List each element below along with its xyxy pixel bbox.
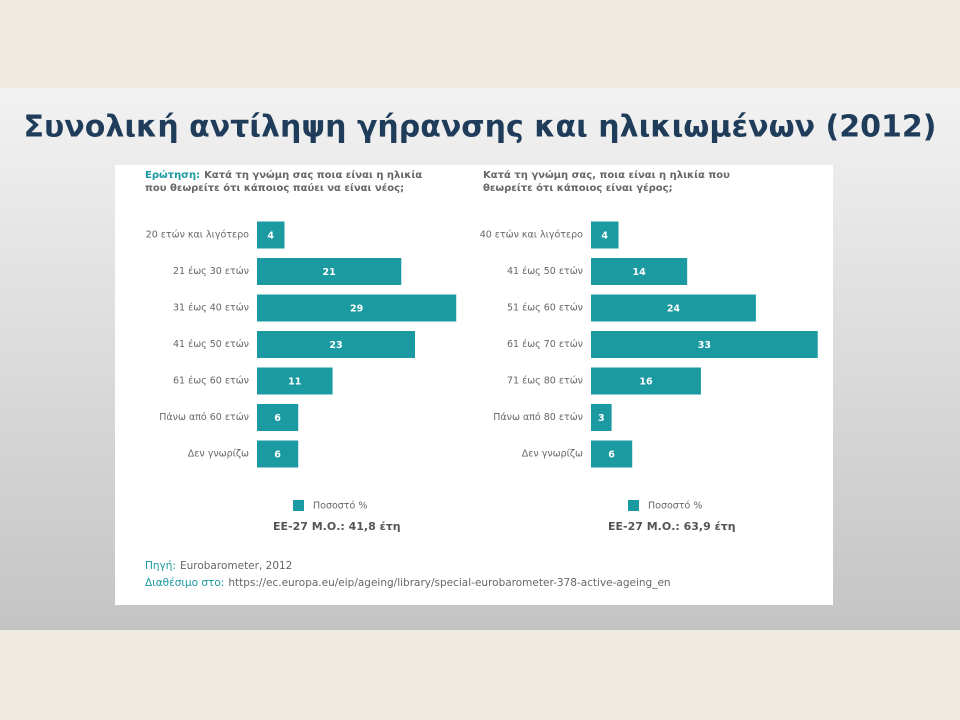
bar: [257, 440, 299, 468]
value-label: 14: [632, 267, 646, 278]
bar: [591, 367, 701, 395]
slide-title: Συνολική αντίληψη γήρανσης και ηλικιωμέν…: [24, 110, 937, 145]
value-label: 11: [288, 377, 301, 388]
legend-swatch: [293, 500, 304, 511]
value-label: 16: [639, 377, 653, 388]
bar: [257, 331, 416, 358]
bar: [257, 404, 299, 431]
category-label: 31 έως 40 ετών: [173, 303, 249, 314]
legend-swatch: [628, 500, 639, 511]
category-label: 61 έως 70 ετών: [507, 339, 583, 350]
bar: [257, 258, 402, 285]
availability: Διαθέσιμο στο: https://ec.europa.eu/eip/a…: [145, 577, 671, 589]
average: ΕΕ-27 Μ.Ο.: 41,8 έτη: [273, 520, 401, 533]
question: θεωρείτε ότι κάποιος είναι γέρος;: [483, 182, 673, 194]
category-label: 20 ετών και λιγότερο: [146, 230, 249, 241]
source-label: Πηγή:: [145, 560, 176, 572]
value-label: 23: [329, 340, 342, 351]
source: Πηγή: Eurobarometer, 2012: [145, 560, 292, 572]
bar: [591, 331, 818, 358]
question-text: που θεωρείτε ότι κάποιος παύει να είναι …: [145, 182, 404, 194]
legend-label: Ποσοστό %: [648, 501, 702, 512]
bar-chart: Κατά τη γνώμη σας, ποια είναι η ηλικία π…: [480, 169, 818, 533]
value-label: 6: [274, 450, 281, 461]
category-label: Πάνω από 80 ετών: [493, 412, 583, 423]
value-label: 6: [274, 413, 281, 424]
question-text: θεωρείτε ότι κάποιος είναι γέρος;: [483, 182, 673, 194]
value-label: 29: [350, 304, 363, 315]
question: Κατά τη γνώμη σας, ποια είναι η ηλικία π…: [483, 169, 730, 181]
average: ΕΕ-27 Μ.Ο.: 63,9 έτη: [608, 520, 736, 533]
bar: [257, 294, 457, 322]
question: Ερώτηση: Κατά τη γνώμη σας ποια είναι η η…: [145, 169, 422, 181]
value-label: 21: [323, 267, 336, 278]
availability-text: https://ec.europa.eu/eip/ageing/library/…: [228, 577, 670, 589]
source-text: Eurobarometer, 2012: [180, 560, 292, 572]
question-text: Κατά τη γνώμη σας ποια είναι η ηλικία: [204, 169, 422, 181]
value-label: 4: [601, 231, 608, 242]
question-text: Κατά τη γνώμη σας, ποια είναι η ηλικία π…: [483, 169, 730, 181]
category-label: 41 έως 50 ετών: [173, 339, 249, 350]
question: που θεωρείτε ότι κάποιος παύει να είναι …: [145, 182, 404, 194]
availability-label: Διαθέσιμο στο:: [145, 577, 224, 589]
value-label: 4: [267, 231, 274, 242]
charts: Ερώτηση: Κατά τη γνώμη σας ποια είναι η η…: [145, 169, 818, 533]
bar: [591, 294, 756, 322]
bar: [591, 404, 612, 431]
category-label: 40 ετών και λιγότερο: [480, 230, 583, 241]
value-label: 6: [608, 450, 615, 461]
category-label: Δεν γνωρίζω: [522, 449, 583, 460]
question-label: Ερώτηση:: [145, 169, 200, 181]
category-label: Πάνω από 60 ετών: [159, 412, 249, 423]
category-label: 61 έως 60 ετών: [173, 376, 249, 387]
legend-label: Ποσοστό %: [313, 501, 367, 512]
value-label: 33: [698, 340, 711, 351]
bar: [591, 440, 633, 468]
category-label: 71 έως 80 ετών: [507, 376, 583, 387]
bar: [257, 221, 285, 249]
category-label: 41 έως 50 ετών: [507, 266, 583, 277]
category-label: Δεν γνωρίζω: [188, 449, 249, 460]
figure-panel: [115, 165, 833, 605]
bar-chart: Ερώτηση: Κατά τη γνώμη σας ποια είναι η η…: [145, 169, 457, 533]
bar: [591, 258, 688, 285]
bar: [591, 221, 619, 249]
value-label: 3: [598, 413, 605, 424]
category-label: 21 έως 30 ετών: [173, 266, 249, 277]
bar: [257, 367, 333, 395]
value-label: 24: [667, 304, 681, 315]
category-label: 51 έως 60 ετών: [507, 303, 583, 314]
